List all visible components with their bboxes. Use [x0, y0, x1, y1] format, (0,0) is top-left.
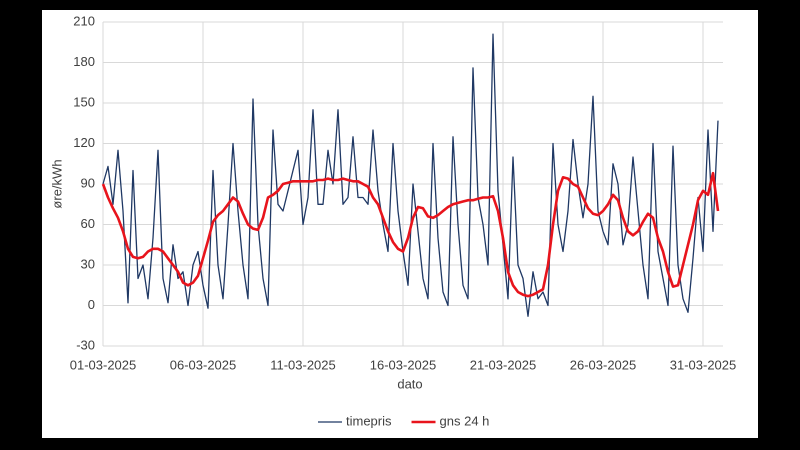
legend-label: gns 24 h — [440, 413, 490, 428]
y-axis-label: øre/kWh — [49, 159, 64, 208]
y-tick-label: -30 — [76, 337, 95, 352]
y-tick-label: 30 — [81, 256, 95, 271]
x-tick-label: 31-03-2025 — [670, 357, 737, 372]
x-tick-label: 06-03-2025 — [170, 357, 237, 372]
x-tick-label: 01-03-2025 — [70, 357, 137, 372]
x-axis-label: dato — [397, 376, 422, 391]
y-tick-label: 90 — [81, 175, 95, 190]
y-tick-label: 120 — [73, 135, 95, 150]
y-tick-label: 60 — [81, 216, 95, 231]
x-tick-label: 21-03-2025 — [470, 357, 537, 372]
y-tick-label: 150 — [73, 94, 95, 109]
series-line — [102, 33, 719, 317]
x-tick-label: 26-03-2025 — [570, 357, 637, 372]
legend-label: timepris — [346, 413, 392, 428]
y-tick-label: 0 — [88, 297, 95, 312]
y-tick-label: 210 — [73, 13, 95, 28]
series-line — [101, 171, 720, 298]
x-tick-label: 16-03-2025 — [370, 357, 437, 372]
x-tick-label: 11-03-2025 — [270, 357, 336, 372]
y-tick-label: 180 — [73, 54, 95, 69]
